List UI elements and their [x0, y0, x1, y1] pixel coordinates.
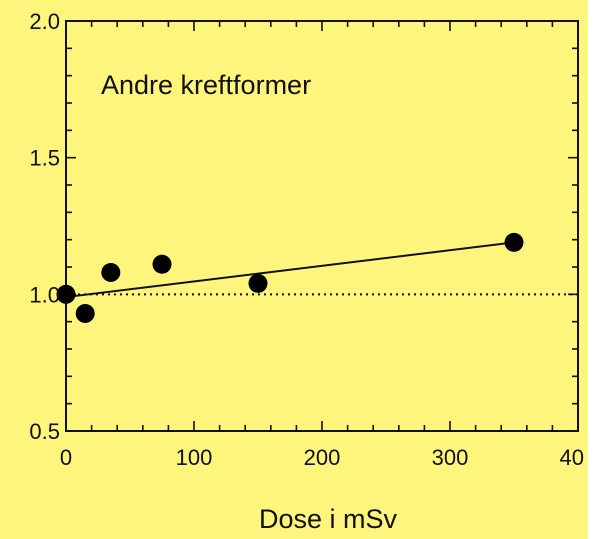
x-tick-label: 200	[304, 445, 341, 470]
x-tick-label: 40	[560, 445, 584, 470]
y-tick-label: 0.5	[29, 419, 60, 444]
y-tick-label: 1.5	[29, 146, 60, 171]
data-point	[56, 284, 76, 304]
trend-line	[65, 241, 515, 299]
x-axis-label: Dose i mSv	[259, 504, 398, 534]
chart-annotation: Andre kreftformer	[101, 70, 311, 100]
data-point	[101, 262, 121, 282]
y-tick-label: 2.0	[29, 9, 60, 34]
data-point	[248, 273, 268, 293]
x-tick-label: 100	[176, 445, 213, 470]
y-tick-label: 1.0	[29, 282, 60, 307]
data-point	[152, 254, 172, 274]
x-tick-label: 300	[432, 445, 469, 470]
data-point	[75, 303, 95, 323]
data-point	[504, 232, 524, 252]
x-tick-label: 0	[60, 445, 72, 470]
